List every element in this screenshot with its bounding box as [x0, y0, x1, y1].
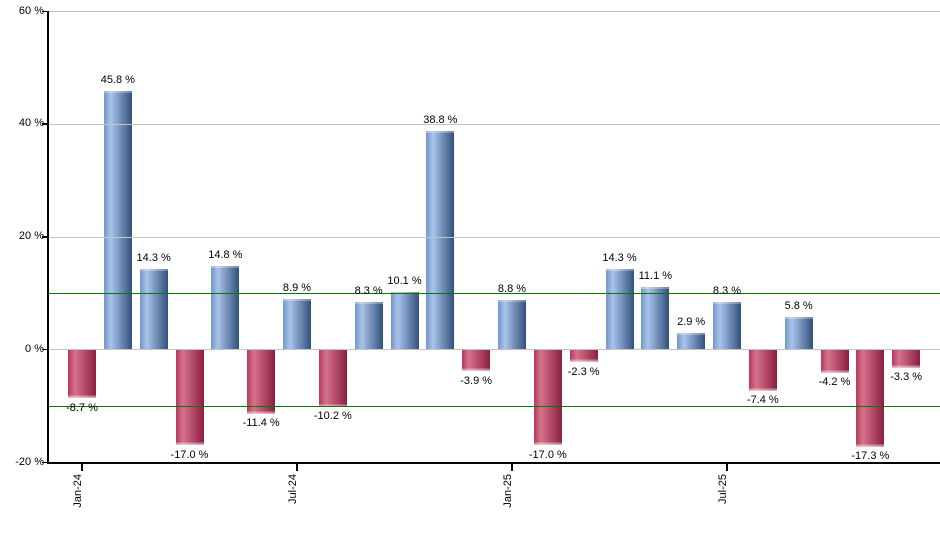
bar — [390, 292, 419, 350]
bar-value-label: 5.8 % — [784, 299, 813, 312]
bar-value-label: -8.7 % — [66, 401, 98, 414]
bar-value-label: -7.4 % — [746, 394, 779, 407]
bar — [820, 349, 849, 373]
x-tick-label: Jul-25 — [717, 474, 729, 504]
x-tick-mark — [726, 462, 728, 471]
bar-value-label: 38.8 % — [423, 113, 458, 126]
bar-value-label: 8.9 % — [282, 282, 312, 295]
bar-value-label: 45.8 % — [100, 74, 135, 87]
bar — [784, 316, 813, 350]
bar-value-label: 8.3 % — [354, 285, 383, 298]
bar — [892, 349, 921, 368]
bar — [748, 349, 777, 391]
bar — [211, 265, 240, 350]
bar-value-label: 8.8 % — [497, 282, 527, 295]
bar-value-label: -2.3 % — [567, 365, 600, 378]
bar — [139, 268, 168, 350]
bar-value-label: 14.3 % — [602, 251, 637, 264]
y-tick-label: -20 % — [15, 455, 44, 468]
x-tick-mark — [511, 462, 513, 471]
bar — [247, 349, 276, 414]
bar-value-label: -3.9 % — [460, 374, 493, 387]
gridline — [49, 11, 940, 12]
reference-line — [49, 292, 940, 294]
x-tick-mark — [81, 462, 83, 471]
bar-value-label: 14.3 % — [136, 251, 171, 264]
bar-value-label: 11.1 % — [638, 269, 673, 282]
bar-value-label: 8.3 % — [712, 285, 742, 298]
bar-value-label: -10.2 % — [313, 410, 352, 423]
y-tick-mark — [42, 123, 47, 125]
bar-value-label: -3.3 % — [890, 371, 923, 384]
bar — [533, 349, 562, 446]
y-tick-mark — [42, 10, 47, 12]
bar-value-label: -11.4 % — [242, 417, 280, 430]
bar — [856, 349, 885, 447]
bar — [175, 349, 204, 446]
gridline — [49, 236, 940, 238]
bar — [677, 332, 706, 350]
x-tick-mark — [296, 462, 298, 471]
bar-value-label: -17.0 % — [170, 448, 209, 461]
y-tick-label: 40 % — [18, 117, 44, 130]
gridline — [49, 349, 940, 351]
bar — [569, 349, 598, 363]
gridline — [49, 123, 940, 125]
y-tick-mark — [42, 348, 47, 351]
bar — [498, 299, 526, 350]
y-tick-mark — [42, 236, 47, 238]
y-axis-line — [47, 11, 49, 464]
bar — [605, 268, 634, 350]
bar — [283, 299, 311, 350]
bar-value-label: -4.2 % — [818, 376, 851, 389]
bar — [426, 130, 455, 350]
x-tick-label: Jan-24 — [72, 474, 84, 508]
x-axis-line — [47, 462, 940, 464]
y-tick-label: 0 % — [25, 342, 44, 355]
bar-value-label: 14.8 % — [208, 248, 243, 261]
bar-value-label: -17.0 % — [528, 448, 567, 461]
bar-value-label: 2.9 % — [677, 315, 706, 328]
bar — [713, 302, 741, 350]
bar — [641, 286, 670, 350]
bar — [318, 349, 347, 407]
bar — [462, 349, 491, 372]
bar-value-label: 10.1 % — [387, 275, 422, 288]
reference-line — [49, 405, 940, 407]
y-tick-label: 60 % — [18, 4, 44, 17]
x-tick-label: Jul-24 — [287, 474, 299, 504]
y-tick-mark — [42, 461, 47, 463]
bar — [354, 302, 383, 350]
y-tick-label: 20 % — [18, 230, 44, 242]
bar — [68, 349, 96, 399]
bar-value-label: -17.3 % — [851, 450, 890, 463]
x-tick-label: Jan-25 — [502, 474, 514, 508]
bar — [103, 91, 132, 350]
